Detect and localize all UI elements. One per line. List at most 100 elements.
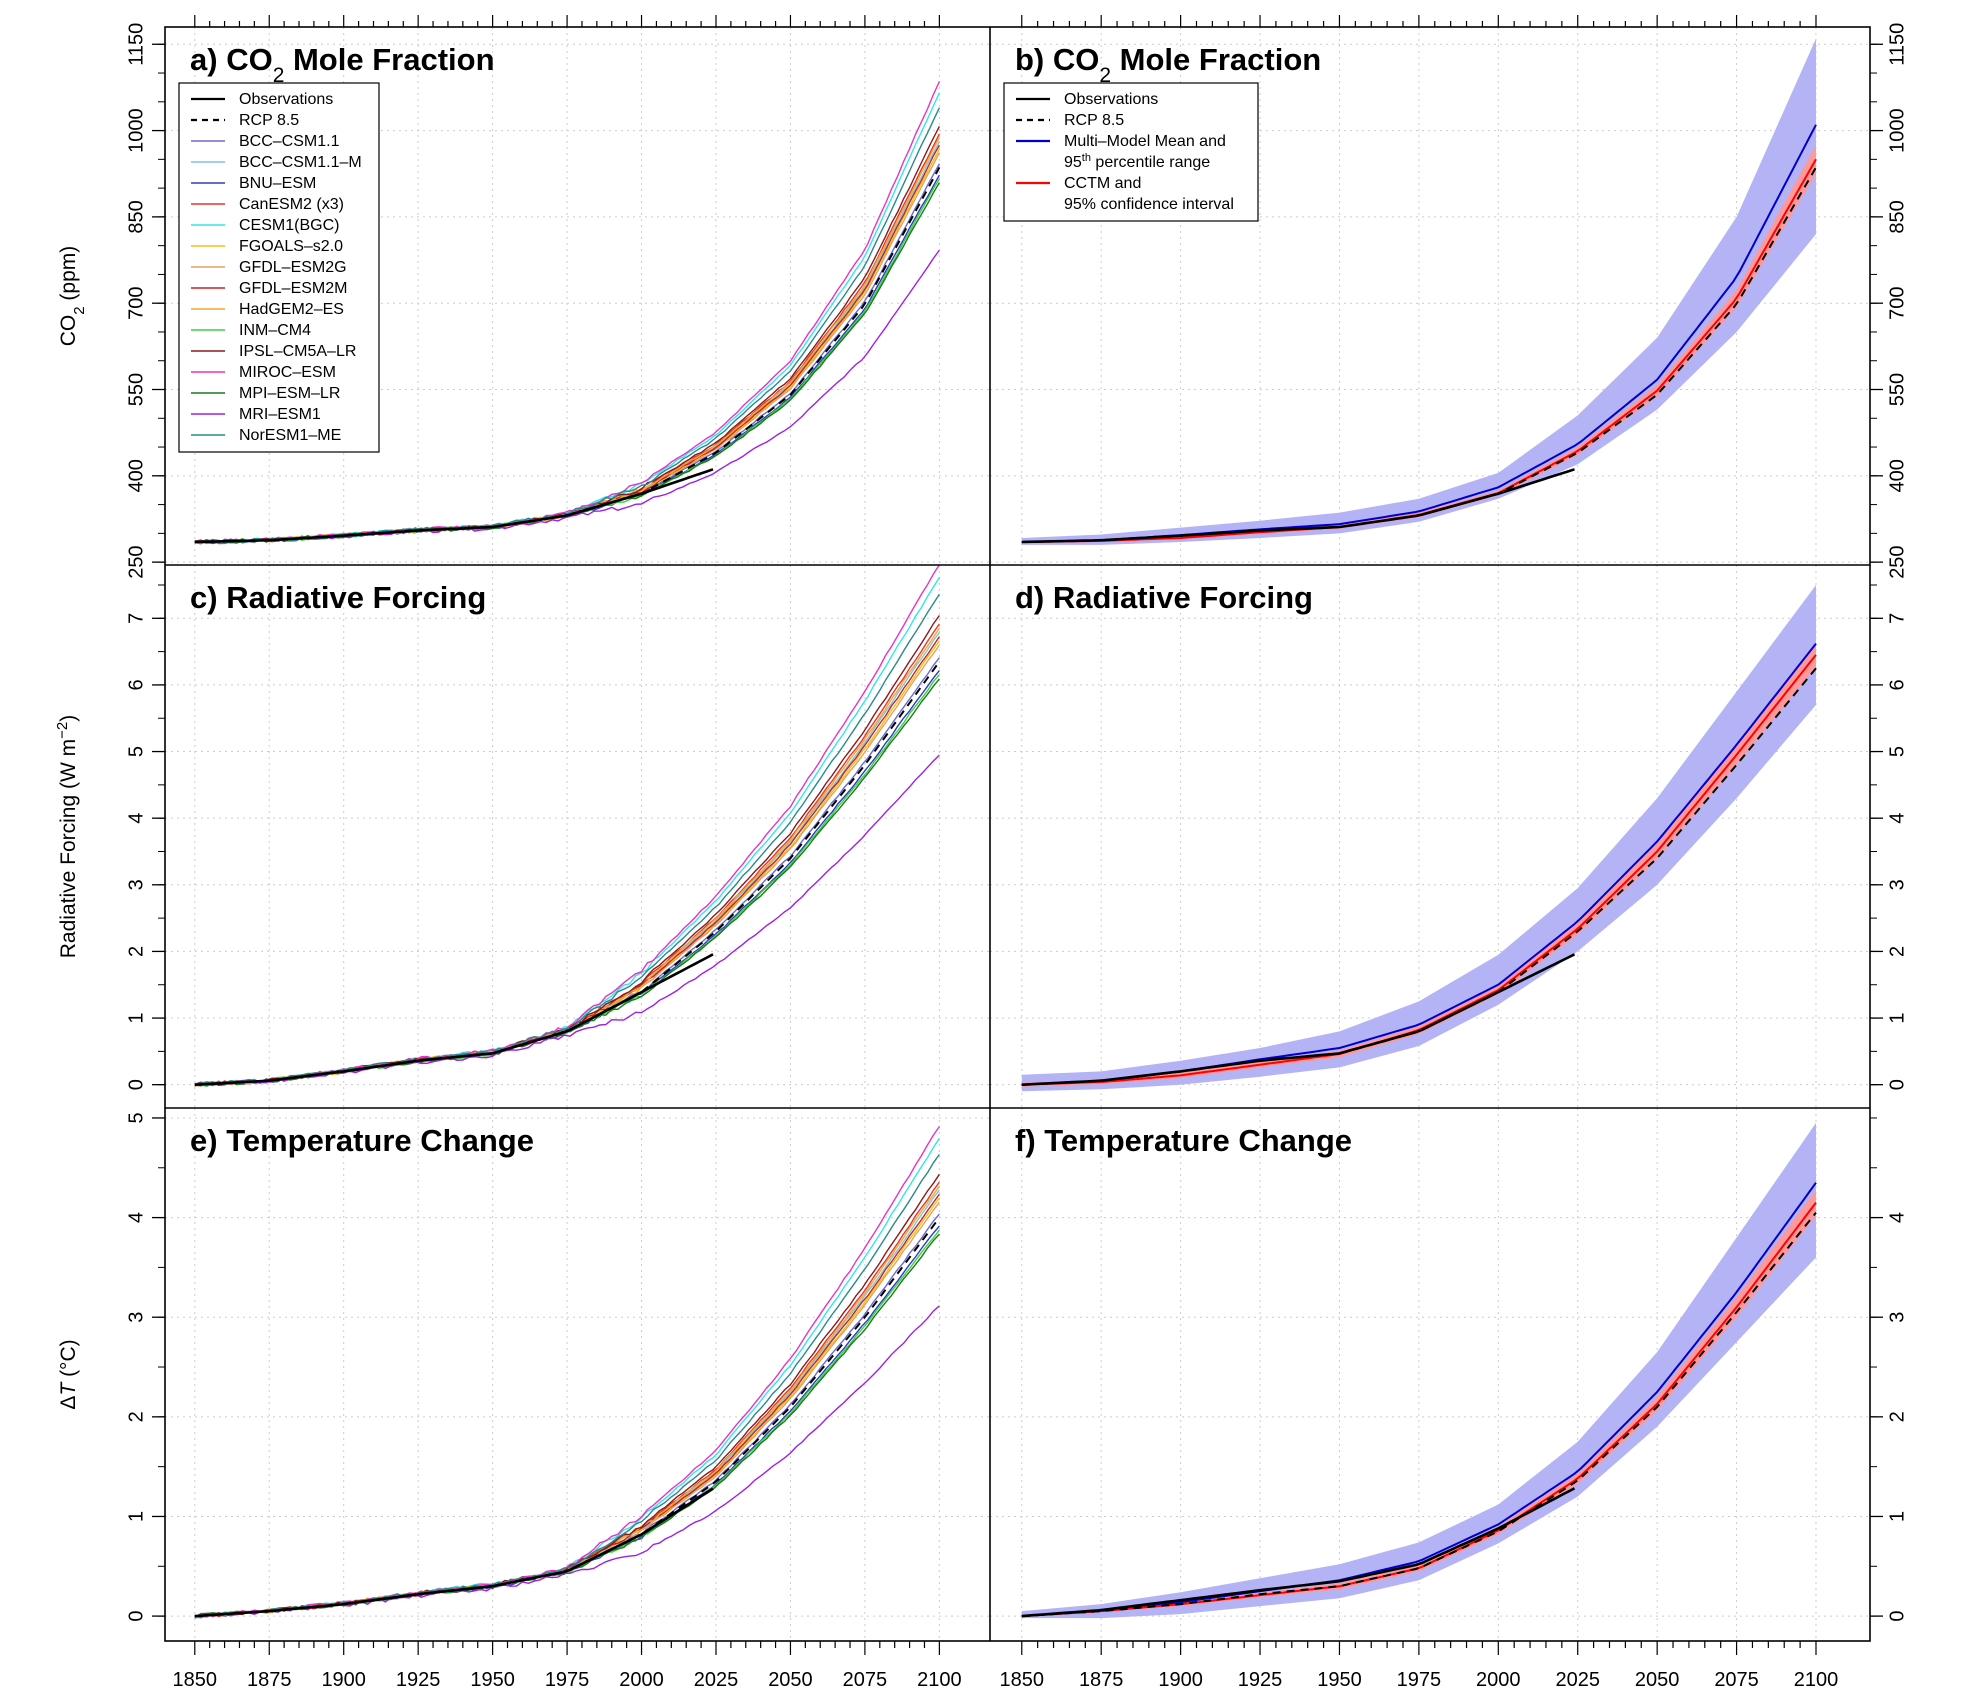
series-model-5 <box>194 640 940 1087</box>
y-tick-label: 7 <box>1886 613 1908 624</box>
series-observations <box>1021 953 1576 1086</box>
series-observations <box>1021 1487 1576 1618</box>
y-tick-label: 2 <box>1886 1411 1908 1422</box>
y-tick-label: 1150 <box>125 23 147 66</box>
legend-entry: GFDL–ESM2G <box>239 259 347 276</box>
legend-entry: FGOALS–s2.0 <box>239 238 343 255</box>
x-tick-label: 1900 <box>1158 1669 1203 1691</box>
y-tick-label: 0 <box>125 1079 147 1090</box>
x-tick-label: 1875 <box>1079 1669 1124 1691</box>
y-tick-label: 0 <box>1886 1079 1908 1090</box>
legend-box <box>1003 82 1259 222</box>
x-tick-label: 1900 <box>321 1669 366 1691</box>
x-tick-label: 1925 <box>396 1669 441 1691</box>
panels-layer <box>165 27 1870 1641</box>
legend-entry: Observations <box>1064 91 1158 108</box>
panel-d <box>990 565 1870 1108</box>
y-tick-label: 5 <box>125 746 147 757</box>
y-tick-label: 4 <box>125 1212 147 1223</box>
y-tick-label: 3 <box>125 879 147 890</box>
y-tick-label: 4 <box>125 813 147 824</box>
x-tick-label: 2075 <box>843 1669 888 1691</box>
legend-entry: BCC–CSM1.1 <box>239 133 340 150</box>
y-tick-label: 250 <box>125 545 147 578</box>
x-tick-label: 1950 <box>470 1669 515 1691</box>
y-axis-title-e: ΔT (°C) <box>57 1339 80 1409</box>
x-tick-label: 1975 <box>1397 1669 1442 1691</box>
y-tick-label: 6 <box>1886 679 1908 690</box>
figure-frame <box>164 26 1871 1642</box>
panel-title-b: b) CO2 Mole Fraction <box>1015 42 1321 87</box>
y-tick-label: 1000 <box>1886 108 1908 153</box>
legend-box <box>178 82 380 453</box>
x-tick-label: 1950 <box>1317 1669 1362 1691</box>
series-rcp85 <box>194 661 941 1086</box>
x-tick-label: 2100 <box>1794 1669 1839 1691</box>
series-rcp85 <box>194 1217 941 1618</box>
legend-entry: INM–CM4 <box>239 322 311 339</box>
x-tick-label: 1850 <box>1000 1669 1045 1691</box>
series-model-13 <box>194 754 940 1087</box>
y-tick-label: 400 <box>125 459 147 492</box>
panel-b <box>990 27 1870 565</box>
legend-entry: RCP 8.5 <box>239 112 299 129</box>
series-mmm <box>1021 1182 1817 1618</box>
series-observations <box>1021 468 1575 544</box>
panel-title-e: e) Temperature Change <box>190 1123 534 1158</box>
x-tick-label: 1925 <box>1238 1669 1283 1691</box>
y-tick-label: 7 <box>125 613 147 624</box>
legend-entry: Multi–Model Mean and <box>1064 133 1226 150</box>
y-tick-label: 2 <box>125 946 147 957</box>
y-tick-label: 550 <box>125 373 147 406</box>
y-tick-label: 550 <box>1886 373 1908 406</box>
legend-a: Observations RCP 8.5 BCC–CSM1.1 BCC–CSM1.1–… <box>178 82 380 453</box>
legend-b: Observations RCP 8.5 Multi–Model Mean and 9… <box>1003 82 1259 222</box>
y-axis-e: 0 1 2 3 4 5 <box>125 1112 165 1622</box>
series-model-5 <box>194 1197 940 1619</box>
y-tick-label: 4 <box>1886 813 1908 824</box>
x-tick-label: 2050 <box>1635 1669 1680 1691</box>
panel-title-d: d) Radiative Forcing <box>1015 580 1313 615</box>
panel-c <box>165 564 990 1108</box>
series-observations <box>194 1487 714 1618</box>
y-tick-label: 250 <box>1886 545 1908 578</box>
axes-layer: a) CO2 Mole Fraction25040055070085010001… <box>54 15 1908 1691</box>
legend-entry: CESM1(BGC) <box>239 217 339 234</box>
legend-entry: 95% confidence interval <box>1064 196 1234 213</box>
y-tick-label: 1 <box>1886 1511 1908 1522</box>
y-tick-label: 3 <box>125 1312 147 1323</box>
panel-title-f: f) Temperature Change <box>1015 1123 1352 1158</box>
y-axis-title-c: Radiative Forcing (W m−2) <box>54 715 81 959</box>
x-tick-label: 2000 <box>619 1669 664 1691</box>
y-tick-label: 4 <box>1886 1212 1908 1223</box>
mmm-percentile-band <box>1021 1122 1816 1619</box>
y-tick-label: 5 <box>125 1112 147 1123</box>
legend-entry: GFDL–ESM2M <box>239 280 347 297</box>
y-tick-label: 1 <box>125 1012 147 1023</box>
series-observations <box>194 953 714 1086</box>
y-tick-label: 700 <box>1886 287 1908 320</box>
legend-entry: 95th percentile range <box>1064 152 1210 171</box>
y-tick-label: 400 <box>1886 459 1908 492</box>
legend-entry: CanESM2 (x3) <box>239 196 344 213</box>
series-rcp85 <box>1021 1211 1817 1618</box>
legend-entry: BCC–CSM1.1–M <box>239 154 362 171</box>
x-tick-label: 2000 <box>1476 1669 1521 1691</box>
legend-entry: BNU–ESM <box>239 175 316 192</box>
legend-entry: MRI–ESM1 <box>239 406 321 423</box>
legend-entry: IPSL–CM5A–LR <box>239 343 356 360</box>
x-tick-label: 1850 <box>173 1669 218 1691</box>
panel-f <box>990 1108 1870 1641</box>
y-axis-a: 250 400 550 700 850 1000 1150 <box>125 23 165 579</box>
y-tick-label: 2 <box>1886 946 1908 957</box>
y-axis-title-a: CO2 (ppm) <box>57 246 88 347</box>
series-model-9 <box>194 674 940 1087</box>
y-tick-label: 0 <box>125 1611 147 1622</box>
y-tick-label: 700 <box>125 287 147 320</box>
y-tick-label: 1 <box>1886 1012 1908 1023</box>
y-axis-f: 0 1 2 3 4 <box>1870 1117 1908 1622</box>
y-tick-label: 1000 <box>125 108 147 153</box>
y-tick-label: 0 <box>1886 1611 1908 1622</box>
legend-entry: MIROC–ESM <box>239 364 336 381</box>
y-tick-label: 3 <box>1886 879 1908 890</box>
